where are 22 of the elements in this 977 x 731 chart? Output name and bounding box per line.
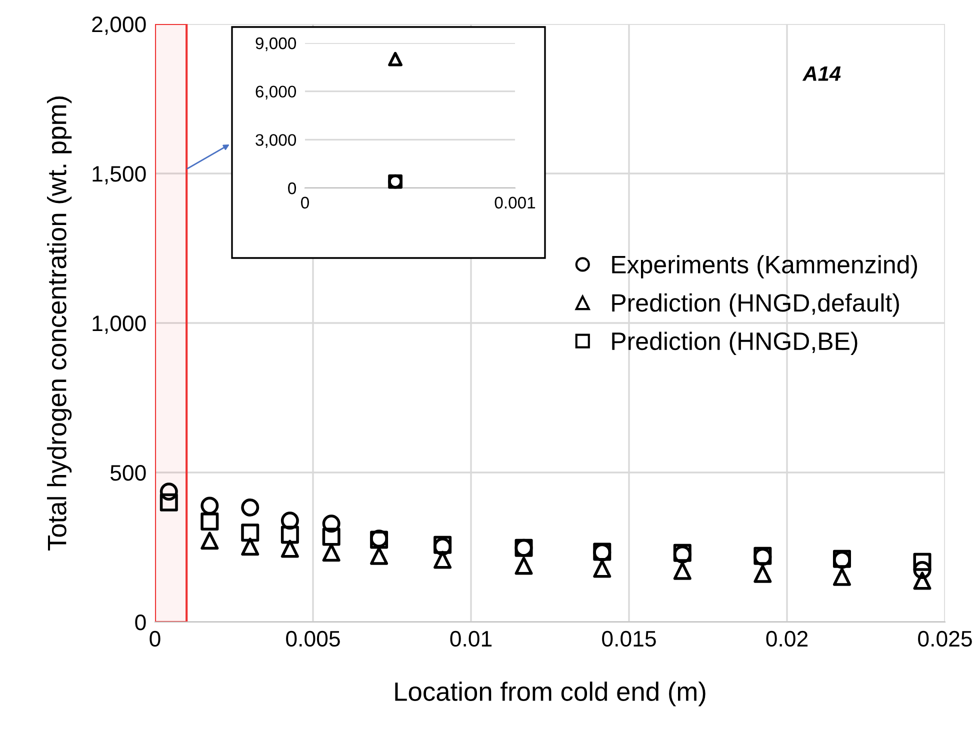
y-axis-title: Total hydrogen concentration (wt. ppm) xyxy=(47,96,72,550)
y-tick-label: 500 xyxy=(110,465,146,481)
y-tick-label: 0 xyxy=(288,182,296,194)
annotation: A14 xyxy=(802,66,841,81)
y-tick-label: 1,000 xyxy=(92,316,146,334)
y-tick-label: 6,000 xyxy=(256,86,296,100)
x-tick-label: 0.01 xyxy=(450,630,492,647)
legend-label: Prediction (HNGD,default) xyxy=(612,293,899,317)
y-tick-label: 9,000 xyxy=(256,37,296,52)
y-tick-label: 3,000 xyxy=(256,134,296,148)
x-tick-label: 0.001 xyxy=(494,196,536,209)
x-tick-label: 0.005 xyxy=(286,630,340,647)
x-tick-label: 0.015 xyxy=(602,630,656,647)
y-tick-label: 0 xyxy=(135,614,146,630)
y-tick-label: 2,000 xyxy=(92,16,146,35)
legend-label: Prediction (HNGD,BE) xyxy=(612,332,858,356)
x-axis-title: Location from cold end (m) xyxy=(395,682,706,706)
x-tick-label: 0 xyxy=(150,630,160,647)
x-tick-label: 0.025 xyxy=(918,630,972,647)
legend-label: Experiments (Kammenzind) xyxy=(612,255,918,278)
y-tick-label: 1,500 xyxy=(92,166,146,184)
x-tick-label: 0.02 xyxy=(766,630,808,647)
